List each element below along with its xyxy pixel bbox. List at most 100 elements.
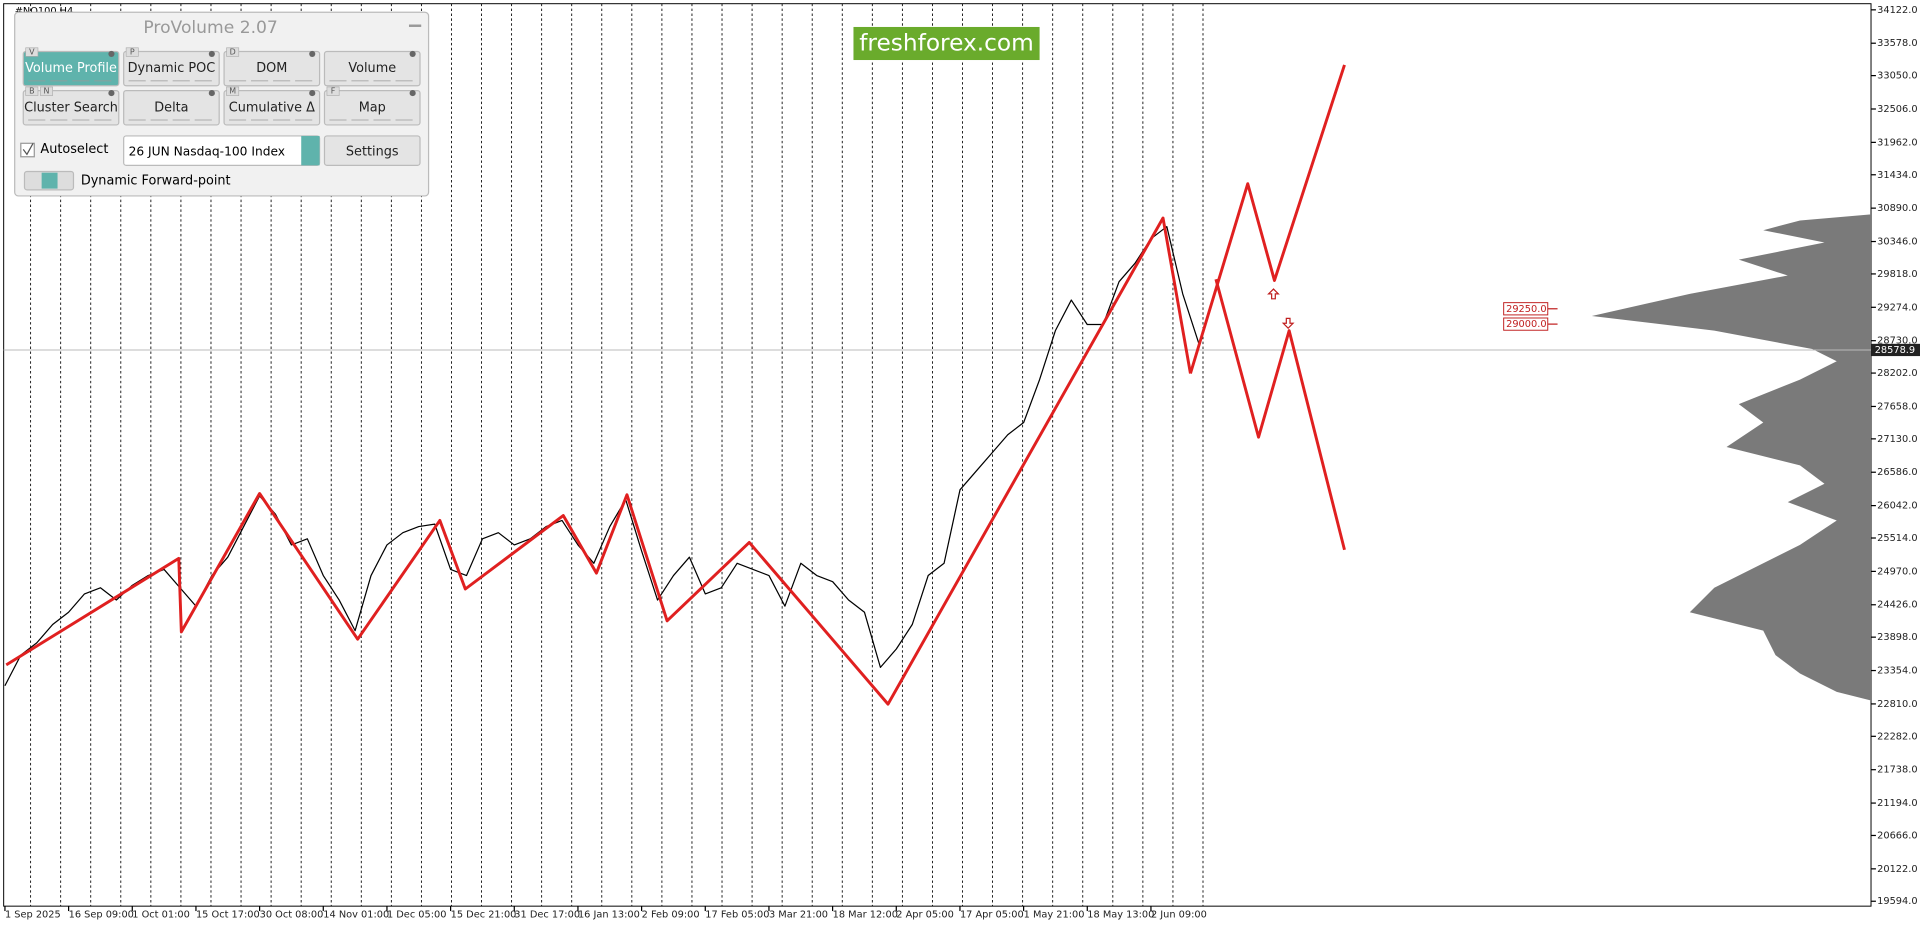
tool-button[interactable] bbox=[223, 50, 321, 87]
hotkey-box bbox=[125, 47, 139, 57]
gear-icon[interactable] bbox=[409, 90, 416, 97]
tool-label: DOM bbox=[256, 61, 287, 76]
last-price-tag bbox=[1871, 343, 1920, 357]
hotkey-box bbox=[326, 86, 340, 96]
y-tick-label: 31434.0 bbox=[1877, 170, 1917, 181]
y-tick-label: 27130.0 bbox=[1877, 434, 1917, 445]
tool-button[interactable] bbox=[323, 90, 421, 126]
x-tick-label: 17 Apr 05:00 bbox=[960, 910, 1024, 921]
select-spinner[interactable] bbox=[301, 135, 320, 166]
y-tick-label: 31962.0 bbox=[1877, 137, 1917, 148]
tool-button[interactable] bbox=[223, 90, 321, 126]
hotkey-box bbox=[226, 86, 240, 96]
x-tick-label: 1 May 21:00 bbox=[1024, 910, 1085, 921]
x-tick-label: 30 Oct 08:00 bbox=[260, 910, 324, 921]
tool-button[interactable] bbox=[22, 50, 120, 87]
settings-label: Settings bbox=[346, 144, 399, 159]
tool-label: Volume bbox=[348, 61, 396, 76]
y-tick-label: 19594.0 bbox=[1877, 896, 1917, 907]
hotkey: N bbox=[44, 87, 50, 96]
y-tick-label: 24426.0 bbox=[1877, 600, 1917, 611]
y-tick-label: 28730.0 bbox=[1877, 336, 1917, 347]
hotkey: M bbox=[229, 87, 236, 96]
level-label: 29000.0 bbox=[1506, 319, 1546, 330]
gear-icon[interactable] bbox=[108, 90, 115, 97]
period-separators bbox=[30, 3, 1204, 907]
x-tick-label: 1 Dec 05:00 bbox=[387, 910, 447, 921]
tool-button[interactable] bbox=[323, 50, 421, 87]
settings-button[interactable] bbox=[323, 135, 421, 166]
price-line bbox=[5, 216, 1192, 706]
gear-icon[interactable] bbox=[409, 50, 416, 57]
tool-label: Dynamic POC bbox=[128, 61, 216, 76]
hotkey-box bbox=[25, 47, 39, 57]
x-tick-label: 18 May 13:00 bbox=[1087, 910, 1154, 921]
x-tick-label: 14 Nov 01:00 bbox=[323, 910, 389, 921]
up-arrow bbox=[1267, 288, 1280, 300]
gear-icon[interactable] bbox=[309, 50, 316, 57]
y-tick-label: 26586.0 bbox=[1877, 467, 1917, 478]
x-tick-label: 2 Apr 05:00 bbox=[896, 910, 954, 921]
hotkey: V bbox=[29, 48, 35, 57]
x-tick-label: 1 Oct 01:00 bbox=[132, 910, 190, 921]
x-tick-label: 18 Mar 12:00 bbox=[833, 910, 898, 921]
x-tick-label: 15 Dec 21:00 bbox=[451, 910, 517, 921]
x-tick-label: 1 Sep 2025 bbox=[5, 910, 61, 921]
tool-label: Map bbox=[359, 100, 386, 115]
y-tick-label: 20122.0 bbox=[1877, 864, 1917, 875]
check-mark bbox=[22, 142, 34, 156]
hotkey: P bbox=[130, 48, 135, 57]
y-tick-label: 33050.0 bbox=[1877, 71, 1917, 82]
tool-label: Volume Profile bbox=[25, 61, 117, 76]
y-tick-label: 33578.0 bbox=[1877, 38, 1917, 49]
hotkey: D bbox=[230, 48, 236, 57]
gear-icon[interactable] bbox=[208, 90, 215, 97]
plot: 34122.0 33578.0 33050.0 32506.0 31962.0 31434… bbox=[3, 5, 1920, 921]
hotkey: B bbox=[29, 87, 34, 96]
autoselect-label: Autoselect bbox=[40, 142, 108, 157]
gear-icon[interactable] bbox=[309, 90, 316, 97]
y-tick-label: 29274.0 bbox=[1877, 302, 1917, 313]
provolume-panel: ProVolume 2.07 Autoselect 26 JUN Nasdaq-… bbox=[14, 11, 430, 197]
tool-button[interactable] bbox=[22, 90, 120, 126]
watermark-text: freshforex.com bbox=[859, 30, 1034, 57]
y-tick-label: 28202.0 bbox=[1877, 368, 1917, 379]
y-tick-label: 20666.0 bbox=[1877, 830, 1917, 841]
x-tick-label: 16 Sep 09:00 bbox=[69, 910, 134, 921]
instrument-text: 26 JUN Nasdaq-100 Index bbox=[129, 144, 285, 158]
down-arrow bbox=[1281, 317, 1295, 330]
y-tick-label: 22810.0 bbox=[1877, 699, 1917, 710]
y-tick-label: 21194.0 bbox=[1877, 798, 1917, 809]
hotkey-box bbox=[25, 86, 39, 96]
y-tick-label: 24970.0 bbox=[1877, 566, 1917, 577]
hotkey: F bbox=[331, 87, 336, 96]
gear-icon[interactable] bbox=[108, 50, 115, 57]
level-label: 29250.0 bbox=[1506, 304, 1546, 315]
watermark: freshforex.com bbox=[853, 26, 1040, 61]
tool-label: Delta bbox=[154, 100, 188, 115]
y-tick-label: 34122.0 bbox=[1877, 5, 1917, 16]
gear-icon[interactable] bbox=[208, 50, 215, 57]
y-tick-label: 30346.0 bbox=[1877, 237, 1917, 248]
y-tick-label: 21738.0 bbox=[1877, 765, 1917, 776]
symbol-label: #NQ100,H4 bbox=[15, 6, 74, 17]
tool-button[interactable] bbox=[123, 90, 220, 126]
x-tick-label: 17 Feb 05:00 bbox=[705, 910, 769, 921]
y-tick-label: 30890.0 bbox=[1877, 203, 1917, 214]
y-tick-label: 27658.0 bbox=[1877, 401, 1917, 412]
x-tick-label: 15 Oct 17:00 bbox=[196, 910, 260, 921]
y-tick-label: 23898.0 bbox=[1877, 632, 1917, 643]
tool-button[interactable] bbox=[123, 50, 220, 87]
toggle-knob bbox=[41, 172, 58, 189]
price-line bbox=[1214, 278, 1346, 551]
x-tick-label: 16 Jan 13:00 bbox=[578, 910, 640, 921]
volume-profile bbox=[1591, 214, 1872, 701]
forward-label: Dynamic Forward-point bbox=[81, 174, 231, 189]
hotkey-box bbox=[40, 86, 53, 96]
minimize-icon[interactable] bbox=[408, 24, 422, 27]
x-tick-label: 3 Mar 21:00 bbox=[769, 910, 828, 921]
tool-label: Cumulative Δ bbox=[229, 100, 315, 115]
y-tick-label: 26042.0 bbox=[1877, 501, 1917, 512]
